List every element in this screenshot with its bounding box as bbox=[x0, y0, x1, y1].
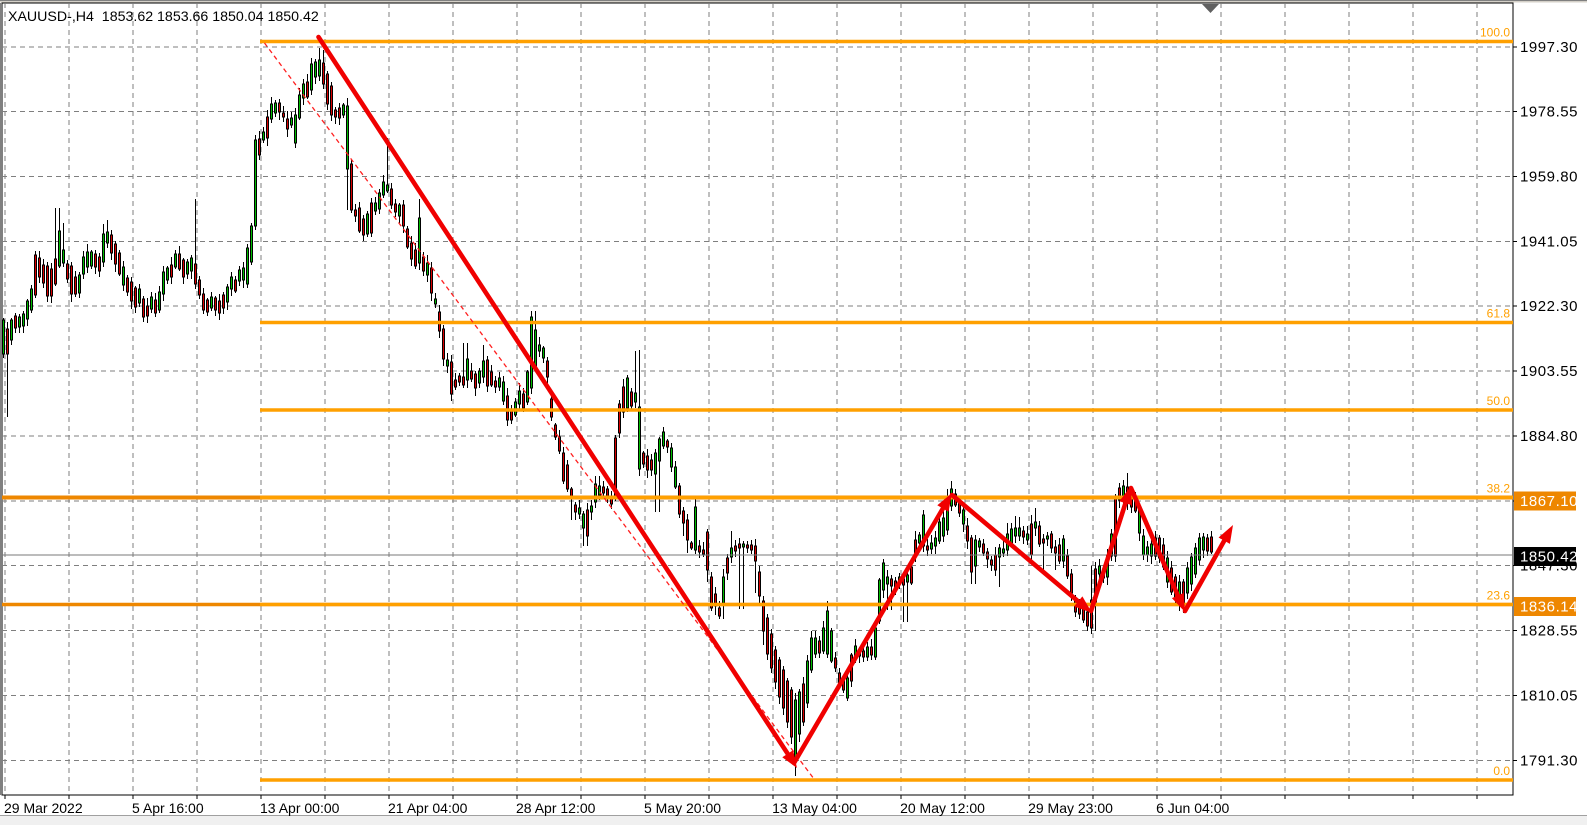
svg-text:1903.55: 1903.55 bbox=[1520, 363, 1578, 380]
svg-text:1978.55: 1978.55 bbox=[1520, 104, 1578, 121]
svg-text:0.0: 0.0 bbox=[1493, 764, 1510, 778]
svg-text:29 May 23:00: 29 May 23:00 bbox=[1028, 800, 1113, 816]
svg-text:50.0: 50.0 bbox=[1487, 394, 1511, 408]
svg-text:1884.80: 1884.80 bbox=[1520, 428, 1578, 445]
svg-text:20 May 12:00: 20 May 12:00 bbox=[900, 800, 985, 816]
svg-text:1850.42: 1850.42 bbox=[1520, 549, 1578, 566]
svg-text:1810.05: 1810.05 bbox=[1520, 687, 1578, 704]
svg-text:1959.80: 1959.80 bbox=[1520, 169, 1578, 186]
svg-text:1997.30: 1997.30 bbox=[1520, 39, 1578, 56]
svg-text:5 Apr 16:00: 5 Apr 16:00 bbox=[132, 800, 204, 816]
svg-text:61.8: 61.8 bbox=[1487, 307, 1511, 321]
svg-text:100.0: 100.0 bbox=[1480, 26, 1510, 40]
svg-text:1828.55: 1828.55 bbox=[1520, 623, 1578, 640]
svg-text:XAUUSD-,H4 1853.62 1853.66 18: XAUUSD-,H4 1853.62 1853.66 1850.04 1850.… bbox=[8, 9, 319, 25]
svg-text:21 Apr 04:00: 21 Apr 04:00 bbox=[388, 800, 468, 816]
svg-text:23.6: 23.6 bbox=[1487, 589, 1511, 603]
svg-text:5 May 20:00: 5 May 20:00 bbox=[644, 800, 721, 816]
svg-text:6 Jun 04:00: 6 Jun 04:00 bbox=[1156, 800, 1229, 816]
svg-text:28 Apr 12:00: 28 Apr 12:00 bbox=[516, 800, 596, 816]
svg-text:13 Apr 00:00: 13 Apr 00:00 bbox=[260, 800, 340, 816]
svg-text:1791.30: 1791.30 bbox=[1520, 752, 1578, 769]
svg-text:13 May 04:00: 13 May 04:00 bbox=[772, 800, 857, 816]
svg-text:1922.30: 1922.30 bbox=[1520, 298, 1578, 315]
svg-text:1836.14: 1836.14 bbox=[1520, 599, 1578, 616]
svg-text:1941.05: 1941.05 bbox=[1520, 233, 1578, 250]
svg-text:38.2: 38.2 bbox=[1487, 482, 1511, 496]
svg-text:1867.10: 1867.10 bbox=[1520, 493, 1578, 510]
svg-text:29 Mar 2022: 29 Mar 2022 bbox=[4, 800, 83, 816]
